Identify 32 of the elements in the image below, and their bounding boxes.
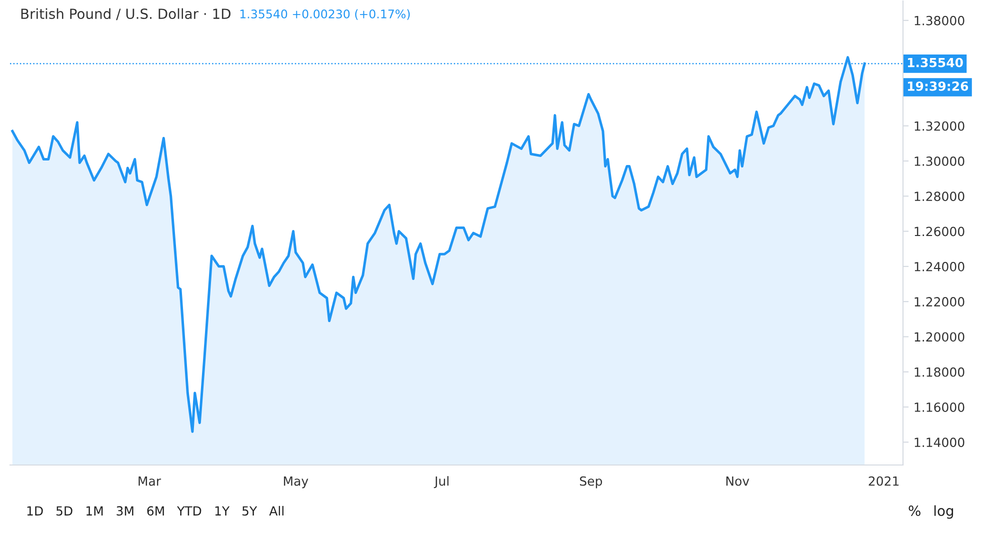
text: 1M	[86, 506, 103, 516]
text: 6M	[147, 506, 164, 516]
x-tick-label: Mar	[138, 476, 162, 486]
x-tick-label: 2021	[868, 476, 899, 486]
x-tick-label: Sep	[580, 476, 602, 488]
text: 1Y	[215, 506, 230, 516]
text: log	[934, 505, 954, 519]
chart-title: British Pound / U.S. Dollar · 1D	[21, 8, 230, 20]
y-tick-label: 1.28000	[914, 192, 964, 202]
y-tick-label: 1.26000	[914, 226, 964, 236]
text: 1D	[27, 506, 43, 516]
text: 19:39:26	[908, 81, 968, 91]
y-tick-label: 1.38000	[914, 16, 964, 26]
y-tick-label: 1.32000	[914, 121, 964, 131]
text: 3M	[116, 506, 134, 516]
y-tick-label: 1.24000	[914, 262, 964, 272]
y-tick-label: 1.22000	[914, 297, 964, 307]
text: 5Y	[242, 506, 258, 516]
y-tick-label: 1.30000	[914, 156, 964, 166]
ref-line-label: 1.35540	[908, 58, 963, 68]
text: 5D	[56, 506, 72, 516]
x-tick-label: Nov	[726, 476, 750, 486]
text: YTD	[176, 506, 202, 516]
text: All	[269, 506, 284, 516]
x-tick-label: Jul	[434, 476, 448, 488]
text: 1.35540 +0.00230 (+0.17%)	[240, 9, 410, 20]
text: %	[908, 506, 920, 516]
y-tick-label: 1.18000	[914, 367, 964, 377]
y-tick-label: 1.20000	[914, 332, 964, 342]
y-tick-label: 1.16000	[914, 402, 964, 412]
x-tick-label: May	[284, 476, 308, 488]
y-tick-label: 1.14000	[914, 438, 964, 448]
